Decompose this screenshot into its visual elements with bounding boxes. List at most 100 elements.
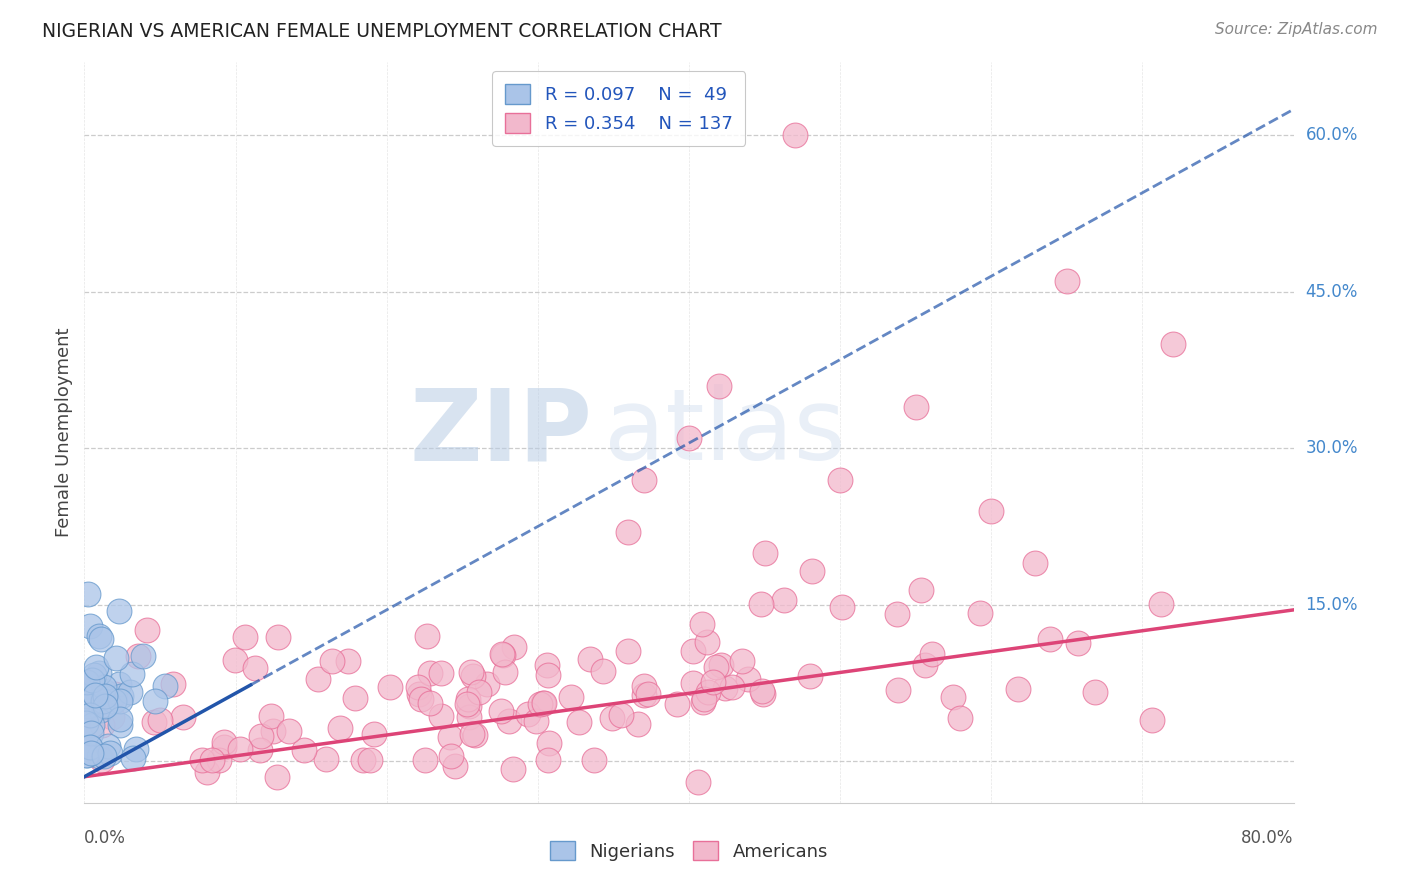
- Point: [127, 648, 149, 663]
- Point: [83, 668, 105, 682]
- Point: [76, 747, 98, 762]
- Point: [76, 689, 98, 703]
- Point: [799, 668, 821, 682]
- Point: [830, 473, 852, 487]
- Point: [752, 687, 775, 701]
- Point: [461, 669, 484, 683]
- Point: [529, 697, 551, 711]
- Point: [80, 746, 103, 760]
- Point: [491, 647, 513, 661]
- Point: [491, 648, 513, 662]
- Point: [103, 694, 125, 708]
- Point: [721, 680, 744, 694]
- Point: [329, 721, 352, 735]
- Point: [517, 706, 540, 721]
- Point: [243, 660, 266, 674]
- Point: [337, 654, 360, 668]
- Point: [1056, 274, 1078, 288]
- Point: [731, 654, 754, 668]
- Point: [460, 665, 482, 679]
- Point: [110, 689, 132, 703]
- Point: [93, 683, 115, 698]
- Point: [737, 672, 759, 686]
- Point: [1161, 337, 1184, 351]
- Point: [208, 753, 231, 767]
- Point: [914, 657, 936, 672]
- Point: [1083, 685, 1105, 699]
- Text: 0.0%: 0.0%: [84, 829, 127, 847]
- Point: [228, 741, 250, 756]
- Point: [502, 763, 524, 777]
- Point: [686, 775, 709, 789]
- Point: [101, 709, 124, 723]
- Point: [108, 718, 131, 732]
- Text: 80.0%: 80.0%: [1241, 829, 1294, 847]
- Point: [494, 665, 516, 680]
- Point: [633, 473, 655, 487]
- Point: [633, 688, 655, 702]
- Point: [831, 600, 853, 615]
- Point: [89, 748, 111, 763]
- Point: [409, 692, 432, 706]
- Point: [1142, 713, 1164, 727]
- Point: [121, 666, 143, 681]
- Point: [695, 635, 717, 649]
- Text: Source: ZipAtlas.com: Source: ZipAtlas.com: [1215, 22, 1378, 37]
- Point: [162, 677, 184, 691]
- Point: [637, 687, 659, 701]
- Point: [94, 690, 117, 704]
- Point: [1024, 556, 1046, 570]
- Point: [536, 657, 558, 672]
- Point: [524, 714, 547, 729]
- Point: [538, 736, 561, 750]
- Point: [430, 665, 453, 680]
- Point: [904, 400, 927, 414]
- Point: [568, 714, 591, 729]
- Point: [697, 685, 720, 699]
- Point: [941, 690, 963, 704]
- Point: [560, 690, 582, 704]
- Point: [592, 664, 614, 678]
- Point: [419, 696, 441, 710]
- Point: [84, 689, 107, 703]
- Point: [278, 724, 301, 739]
- Point: [93, 680, 115, 694]
- Point: [783, 128, 806, 143]
- Point: [321, 654, 343, 668]
- Point: [693, 692, 716, 706]
- Point: [582, 753, 605, 767]
- Point: [343, 690, 366, 705]
- Point: [413, 753, 436, 767]
- Point: [1149, 597, 1171, 611]
- Point: [352, 753, 374, 767]
- Point: [887, 682, 910, 697]
- Point: [82, 695, 104, 709]
- Point: [90, 753, 112, 767]
- Point: [108, 677, 131, 691]
- Point: [212, 734, 235, 748]
- Point: [292, 743, 315, 757]
- Point: [80, 673, 103, 687]
- Point: [1067, 636, 1090, 650]
- Point: [82, 718, 104, 732]
- Point: [118, 685, 141, 699]
- Point: [87, 629, 110, 643]
- Point: [467, 684, 489, 698]
- Point: [267, 630, 290, 644]
- Point: [94, 698, 117, 713]
- Point: [709, 378, 731, 392]
- Point: [75, 716, 97, 731]
- Point: [408, 680, 430, 694]
- Point: [980, 504, 1002, 518]
- Point: [461, 727, 484, 741]
- Point: [666, 697, 689, 711]
- Point: [76, 698, 98, 713]
- Point: [378, 680, 401, 694]
- Point: [75, 747, 97, 762]
- Point: [464, 728, 486, 742]
- Point: [212, 739, 235, 754]
- Point: [702, 675, 724, 690]
- Point: [710, 657, 733, 672]
- Point: [440, 749, 463, 764]
- Point: [266, 770, 288, 784]
